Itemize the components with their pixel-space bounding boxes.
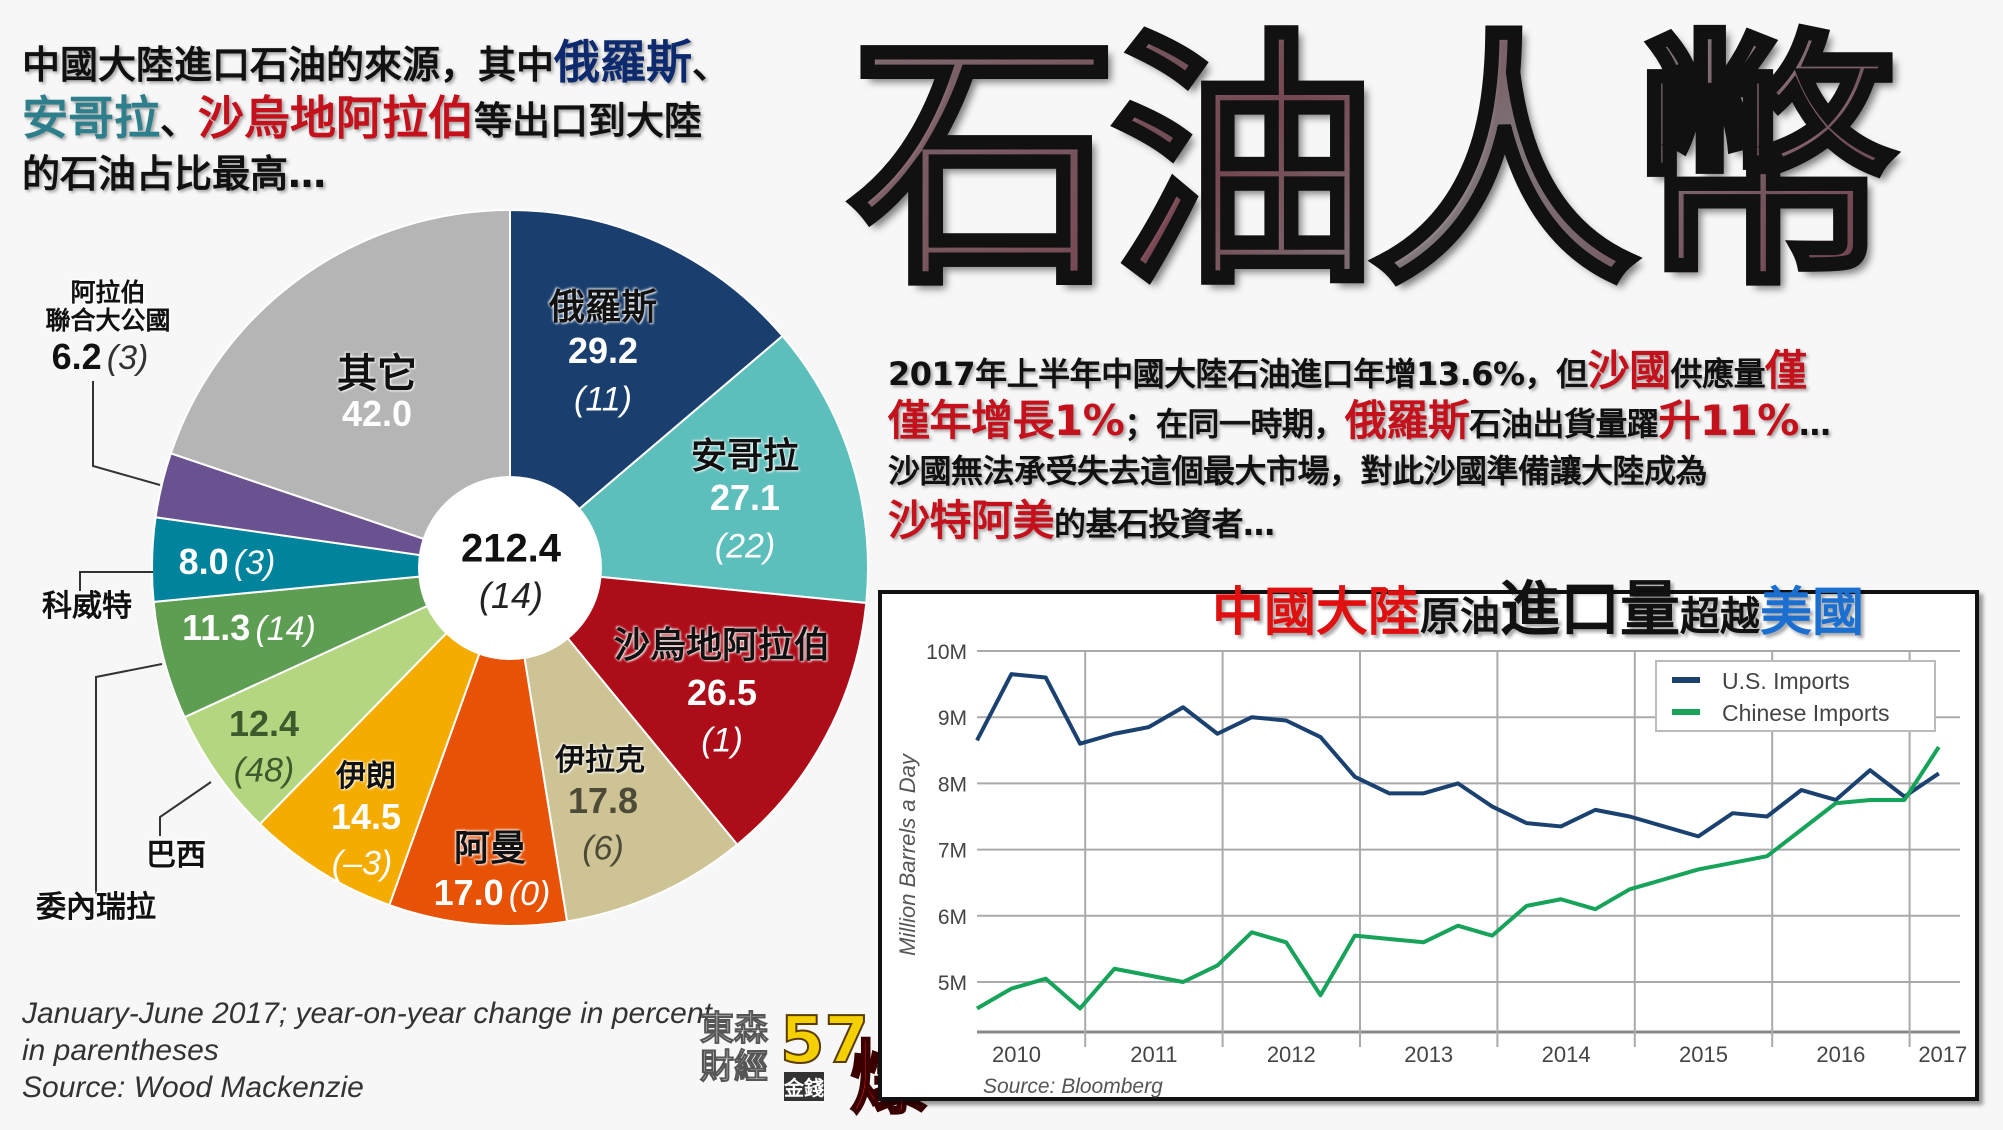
y-axis-label: Million Barrels a Day bbox=[895, 752, 920, 956]
x-tick-label: 2010 bbox=[992, 1042, 1041, 1067]
y-tick-label: 5M bbox=[938, 972, 967, 995]
legend-label-us: U.S. Imports bbox=[1722, 668, 1850, 694]
title-part: 原油 bbox=[1420, 594, 1500, 640]
title-part: 超越 bbox=[1680, 594, 1760, 640]
title-part: 中國大陸 bbox=[1212, 583, 1420, 643]
x-tick-label: 2017 bbox=[1918, 1042, 1967, 1067]
legend-label-chinese: Chinese Imports bbox=[1722, 700, 1889, 726]
x-tick-label: 2012 bbox=[1267, 1042, 1316, 1067]
x-tick-label: 2016 bbox=[1816, 1042, 1865, 1067]
y-tick-label: 10M bbox=[926, 641, 967, 664]
title-part: 美國 bbox=[1760, 583, 1864, 643]
y-tick-label: 9M bbox=[938, 707, 967, 730]
x-tick-label: 2011 bbox=[1130, 1042, 1177, 1067]
title-part: 進口量 bbox=[1500, 575, 1680, 645]
x-tick-label: 2013 bbox=[1404, 1042, 1453, 1067]
legend: U.S. Imports Chinese Imports bbox=[1656, 661, 1935, 731]
y-tick-label: 6M bbox=[938, 906, 967, 929]
x-tick-label: 2015 bbox=[1679, 1042, 1728, 1067]
y-tick-label: 7M bbox=[938, 840, 967, 863]
line-chart-title: 中國大陸原油進口量超越美國 bbox=[1212, 578, 1864, 649]
y-tick-label: 8M bbox=[938, 773, 967, 796]
series-line-chinese bbox=[977, 747, 1939, 1008]
chart-source: Source: Bloomberg bbox=[983, 1075, 1163, 1098]
x-tick-label: 2014 bbox=[1542, 1042, 1591, 1067]
